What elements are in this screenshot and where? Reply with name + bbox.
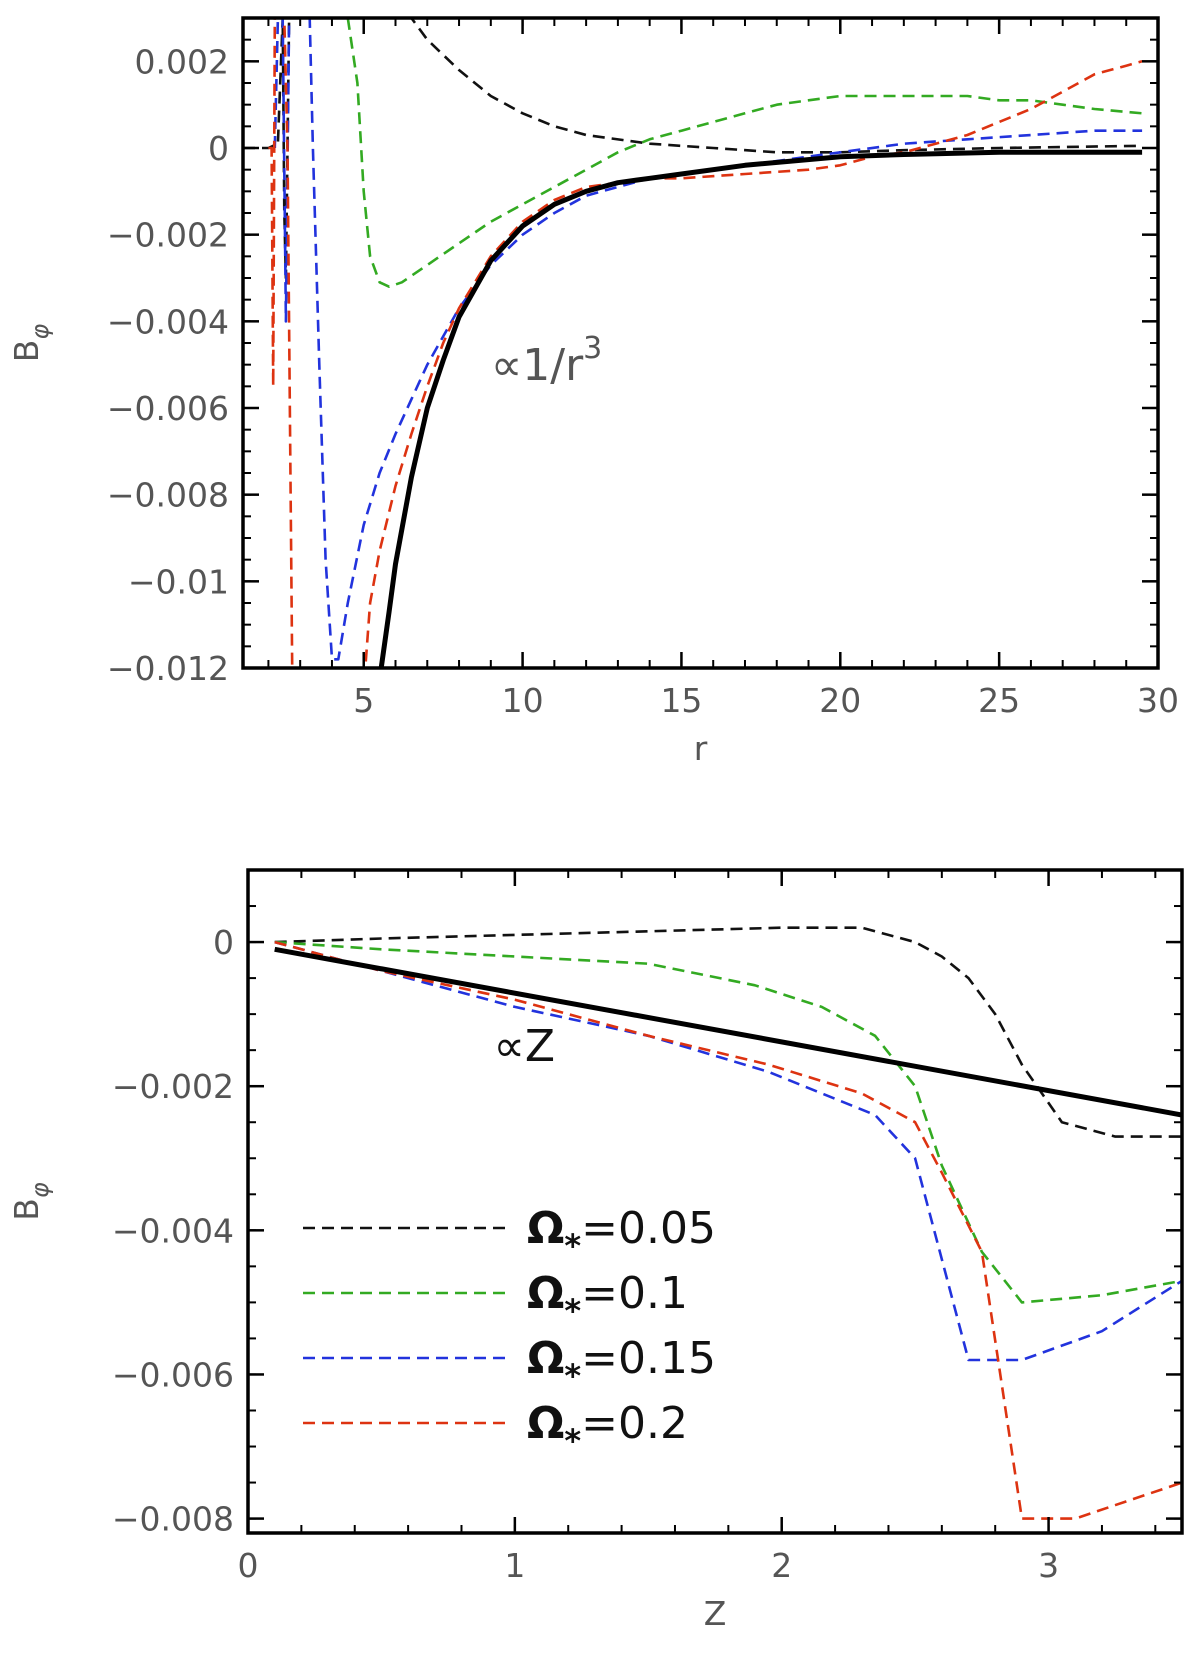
plot-frame — [241, 16, 1160, 670]
y-tick-label: −0.012 — [107, 649, 229, 688]
series-group — [274, 926, 1182, 1520]
y-tick-label: −0.008 — [112, 1500, 234, 1539]
x-tick-label: 20 — [819, 681, 861, 720]
curve-annotation: ∝Z — [494, 1021, 556, 1072]
series-line-5 — [378, 149, 1143, 668]
x-tick-label: 30 — [1137, 681, 1179, 720]
x-tick-label: 5 — [353, 681, 374, 720]
x-tick-label: 25 — [978, 681, 1020, 720]
y-tick-label: −0.006 — [107, 389, 229, 428]
y-tick-label: 0.002 — [135, 42, 229, 81]
legend-label: Ω*=0.2 — [527, 1398, 688, 1460]
series-group — [243, 18, 1143, 668]
legend-label: Ω*=0.1 — [527, 1268, 688, 1330]
y-tick-label: −0.004 — [107, 302, 229, 341]
x-tick-label: 0 — [238, 1546, 259, 1585]
y-tick-label: 0 — [213, 923, 234, 962]
y-tick-label: −0.008 — [107, 476, 229, 515]
series-line-1 — [243, 18, 1143, 280]
y-tick-label: −0.002 — [107, 216, 229, 255]
x-axis-title: Z — [704, 1594, 727, 1633]
legend: Ω*=0.05Ω*=0.1Ω*=0.15Ω*=0.2 — [303, 1203, 716, 1460]
y-tick-label: −0.004 — [112, 1211, 234, 1250]
plot-frame — [246, 868, 1184, 1535]
series-line-1 — [274, 926, 1182, 1138]
series-line-4 — [274, 940, 1182, 1520]
curve-annotation: ∝1/r3 — [491, 331, 602, 391]
x-tick-label: 3 — [1038, 1546, 1059, 1585]
y-tick-label: −0.006 — [112, 1355, 234, 1394]
x-tick-label: 1 — [504, 1546, 525, 1585]
chart-2: 0 1 2 3 0 −0.002 −0.004 −0.006 −0.008 Z Bφ ∝Z Ω*=0.0… — [7, 868, 1184, 1633]
series-line-4 — [268, 18, 1143, 668]
series-line-2 — [274, 940, 1182, 1304]
y-tick-label: −0.002 — [112, 1067, 234, 1106]
y-tick-label: −0.01 — [128, 562, 229, 601]
legend-label: Ω*=0.05 — [527, 1203, 716, 1265]
y-axis-title: Bφ — [7, 1182, 54, 1221]
chart-1: 5 10 15 20 25 30 0.002 0 −0.002 −0.004 −0.006 −0.00… — [7, 16, 1179, 768]
series-line-2 — [346, 18, 1143, 288]
series-line-3 — [273, 18, 1143, 661]
x-tick-label: 10 — [502, 681, 544, 720]
y-tick-label: 0 — [208, 129, 229, 168]
x-tick-label: 2 — [771, 1546, 792, 1585]
series-line-5 — [274, 946, 1182, 1118]
x-axis-title: r — [694, 729, 708, 768]
legend-label: Ω*=0.15 — [527, 1333, 716, 1395]
x-tick-label: 15 — [660, 681, 702, 720]
y-axis-title: Bφ — [7, 324, 54, 363]
series-line-3 — [274, 940, 1182, 1362]
